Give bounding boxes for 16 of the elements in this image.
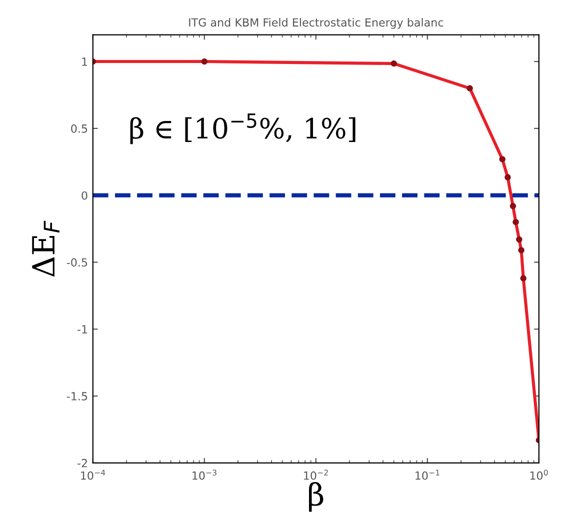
y-tick-label: -2 — [78, 458, 87, 468]
x-axis-title: β — [309, 482, 324, 512]
y-tick-label: 0 — [82, 191, 88, 200]
chart-title: ITG and KBM Field Electrostatic Energy balanc — [189, 18, 444, 29]
x-tick-label: 10$^{−4}$ — [81, 470, 106, 480]
x-tick-label: 10$^{−3}$ — [192, 470, 216, 480]
y-tick-label: 1 — [82, 58, 88, 66]
annotation: β ∈ [10$^{−5}$%, 1%] — [130, 114, 356, 144]
y-tick-label: -1 — [78, 325, 88, 334]
y-tick-label: -1.5 — [66, 392, 88, 400]
y-tick-label: -0.5 — [66, 258, 88, 267]
x-tick-label: 10$^{−1}$ — [416, 470, 440, 480]
x-tick-label: 10$^{−2}$ — [304, 470, 328, 480]
y-tick-label: 0.5 — [71, 124, 88, 133]
y-axis-title: ΔE$_{F}$ — [32, 220, 60, 277]
x-tick-label: 10$^{0}$ — [530, 470, 548, 480]
